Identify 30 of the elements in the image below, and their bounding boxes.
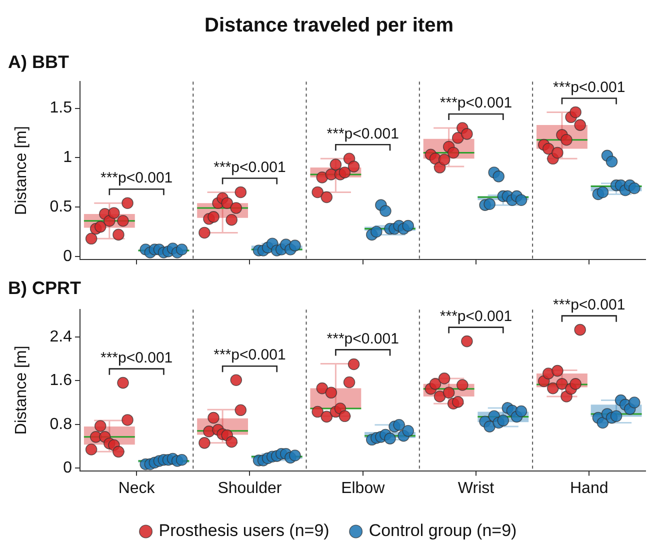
y-tick-label: 1.5 (50, 100, 72, 117)
x-tick-label: Hand (570, 480, 608, 497)
chart-title: Distance traveled per item (204, 14, 454, 37)
annotation: ***p<0.001 (326, 330, 399, 348)
annotation: ***p<0.001 (553, 296, 626, 314)
y-axis-title: Distance [m] (13, 346, 30, 435)
y-tick-label: 0 (63, 459, 72, 476)
x-tick-label: Shoulder (218, 480, 282, 497)
annotation: ***p<0.001 (100, 349, 173, 366)
legend-label: Control group (n=9) (368, 521, 517, 540)
annotation: ***p<0.001 (100, 170, 173, 187)
annotation: ***p<0.001 (553, 78, 626, 96)
legend-label: Prosthesis users (n=9) (158, 521, 330, 540)
y-tick-label: 2.4 (50, 328, 72, 346)
x-tick-label: Neck (118, 480, 156, 497)
y-tick-label: 1 (63, 149, 72, 166)
x-tick-label: Elbow (341, 480, 386, 497)
y-axis-title: Distance [m] (13, 126, 30, 215)
y-tick-label: 1.6 (50, 372, 72, 390)
annotation: ***p<0.001 (440, 308, 512, 325)
chart-subtitle: A) BBT (8, 52, 69, 72)
annotation: ***p<0.001 (214, 346, 286, 364)
y-tick-label: 0.5 (50, 198, 72, 216)
annotation: ***p<0.001 (214, 158, 286, 176)
chart-title: B) CPRT (8, 278, 81, 298)
y-tick-label: 0 (63, 248, 72, 265)
annotation: ***p<0.001 (326, 125, 399, 142)
annotation: ***p<0.001 (440, 94, 512, 112)
x-tick-label: Wrist (458, 480, 495, 497)
y-tick-label: 0.8 (50, 416, 72, 433)
